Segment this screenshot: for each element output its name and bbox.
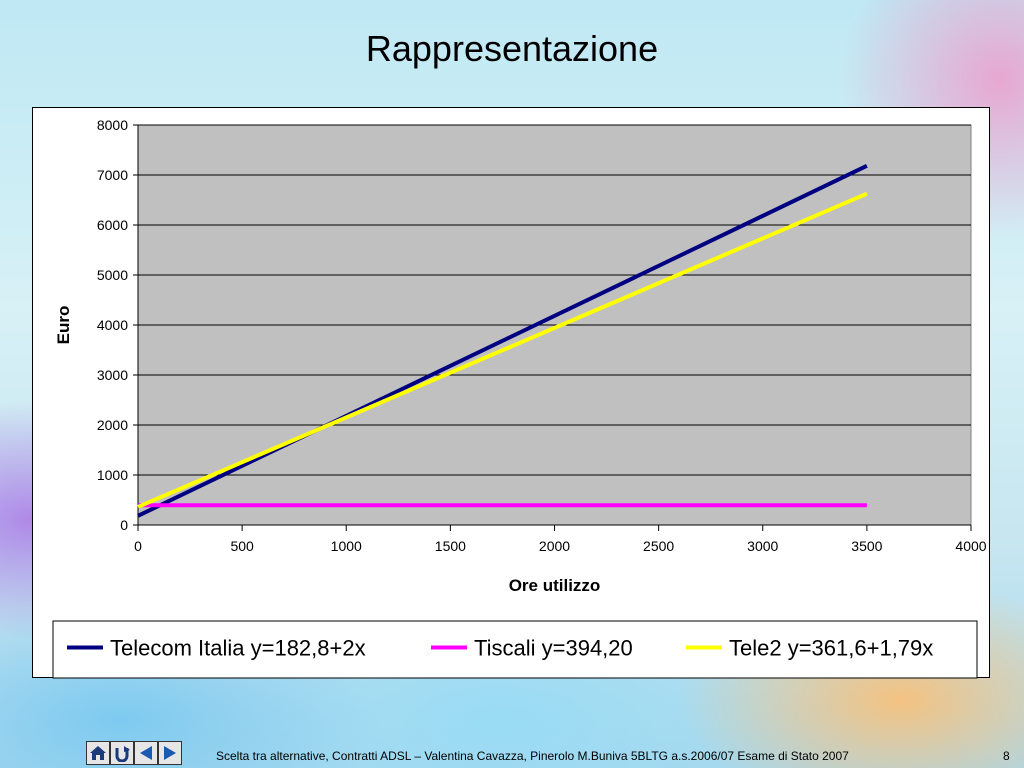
y-tick-label: 8000 <box>97 117 128 133</box>
x-axis-label: Ore utilizzo <box>509 576 601 595</box>
y-tick-label: 4000 <box>97 317 128 333</box>
legend-label: Tele2 y=361,6+1,79x <box>729 636 933 661</box>
previous-button[interactable] <box>134 741 158 765</box>
x-tick-label: 3000 <box>747 538 778 554</box>
x-tick-label: 0 <box>134 538 142 554</box>
previous-icon <box>140 746 152 760</box>
y-tick-label: 1000 <box>97 467 128 483</box>
footer-text: Scelta tra alternative, Contratti ADSL –… <box>216 749 849 763</box>
y-tick-label: 3000 <box>97 367 128 383</box>
y-tick-label: 2000 <box>97 417 128 433</box>
page-number: 8 <box>1003 749 1010 763</box>
x-tick-label: 500 <box>230 538 254 554</box>
x-tick-label: 1500 <box>435 538 466 554</box>
chart-container: 0 1000 2000 3000 4000 5000 6000 7000 8000 0 500 100… <box>32 107 990 679</box>
y-tick-label: 0 <box>120 517 128 533</box>
x-tick-label: 3500 <box>851 538 882 554</box>
y-axis-label: Euro <box>54 306 73 345</box>
x-tick-label: 4000 <box>955 538 986 554</box>
x-tick-label: 1000 <box>331 538 362 554</box>
x-tick-label: 2000 <box>539 538 570 554</box>
x-tick-label: 2500 <box>643 538 674 554</box>
return-button[interactable] <box>110 741 134 765</box>
return-icon <box>115 746 130 762</box>
home-icon <box>90 746 106 760</box>
next-button[interactable] <box>158 741 182 765</box>
legend-label: Telecom Italia y=182,8+2x <box>110 636 366 661</box>
y-tick-label: 7000 <box>97 167 128 183</box>
y-tick-label: 6000 <box>97 217 128 233</box>
slide-title: Rappresentazione <box>365 28 659 69</box>
line-chart: 0 1000 2000 3000 4000 5000 6000 7000 8000 0 500 100… <box>52 117 987 679</box>
series-line-1 <box>137 164 868 518</box>
next-icon <box>164 746 176 760</box>
home-button[interactable] <box>86 741 110 765</box>
navigation-buttons <box>86 741 182 767</box>
series-line-3 <box>137 191 868 509</box>
legend-label: Tiscali y=394,20 <box>474 636 633 661</box>
legend <box>52 620 978 679</box>
y-tick-label: 5000 <box>97 267 128 283</box>
